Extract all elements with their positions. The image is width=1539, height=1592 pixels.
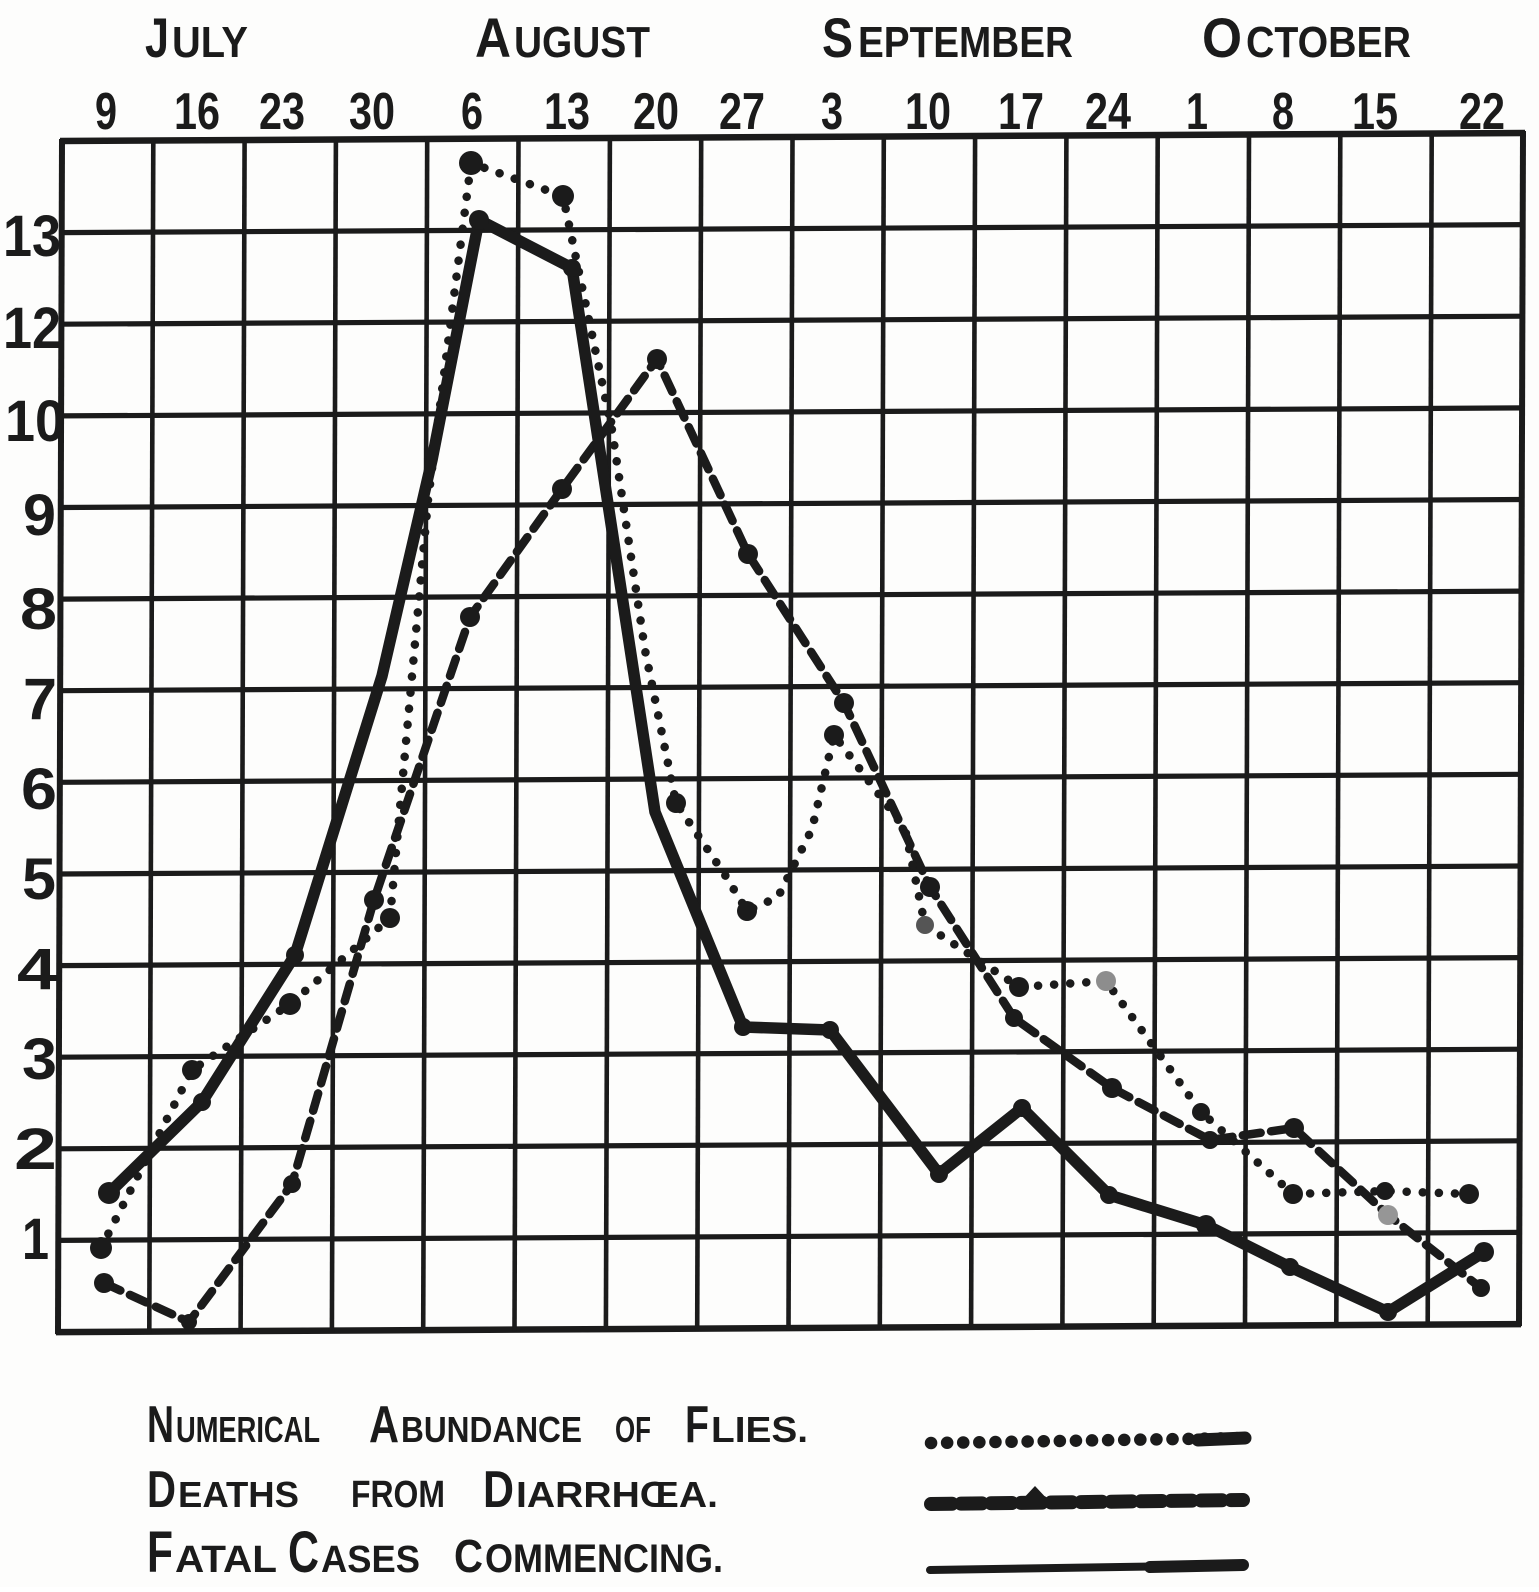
svg-text:3: 3	[821, 83, 843, 141]
svg-text:CTOBER: CTOBER	[1246, 18, 1411, 67]
svg-text:7: 7	[23, 667, 57, 732]
svg-text:17: 17	[998, 83, 1044, 141]
svg-text:UMERICAL: UMERICAL	[176, 1409, 320, 1450]
svg-text:S: S	[822, 6, 853, 69]
svg-text:F: F	[685, 1396, 709, 1454]
svg-text:EATHS: EATHS	[178, 1474, 299, 1515]
svg-text:C: C	[288, 1520, 319, 1585]
svg-text:23: 23	[259, 83, 305, 141]
svg-text:ULY: ULY	[172, 18, 248, 67]
svg-text:1: 1	[1186, 83, 1208, 141]
svg-text:C: C	[454, 1530, 483, 1582]
svg-text:O: O	[1202, 6, 1242, 69]
svg-text:8: 8	[20, 577, 57, 642]
svg-text:5: 5	[22, 847, 56, 912]
svg-text:8: 8	[1272, 83, 1294, 141]
svg-text:12: 12	[3, 296, 61, 361]
svg-text:D: D	[483, 1461, 514, 1519]
svg-text:10: 10	[5, 389, 65, 454]
svg-text:6: 6	[21, 757, 57, 822]
svg-text:ATAL: ATAL	[175, 1539, 277, 1581]
svg-text:N: N	[147, 1396, 174, 1454]
svg-text:9: 9	[95, 83, 117, 141]
svg-text:ASES: ASES	[321, 1539, 420, 1581]
svg-text:A: A	[475, 6, 511, 69]
svg-text:24: 24	[1085, 83, 1131, 141]
svg-text:1: 1	[22, 1207, 49, 1272]
svg-text:10: 10	[905, 83, 951, 141]
svg-text:22: 22	[1459, 83, 1505, 141]
svg-text:3: 3	[22, 1027, 57, 1092]
svg-text:27: 27	[719, 83, 765, 141]
svg-text:F: F	[147, 1520, 173, 1585]
svg-text:13: 13	[3, 204, 61, 269]
svg-text:OMMENCING.: OMMENCING.	[485, 1537, 723, 1581]
svg-text:BUNDANCE: BUNDANCE	[401, 1409, 582, 1450]
svg-text:9: 9	[23, 483, 56, 548]
svg-text:6: 6	[461, 83, 483, 141]
svg-text:16: 16	[174, 83, 220, 141]
svg-text:EPTEMBER: EPTEMBER	[858, 18, 1073, 67]
svg-text:UGUST: UGUST	[514, 18, 650, 67]
svg-text:J: J	[145, 6, 169, 69]
svg-text:4: 4	[17, 937, 57, 1002]
svg-text:D: D	[147, 1461, 176, 1519]
svg-text:OF: OF	[615, 1409, 651, 1450]
svg-text:15: 15	[1352, 83, 1398, 141]
svg-text:13: 13	[544, 83, 590, 141]
svg-text:30: 30	[349, 83, 395, 141]
svg-text:20: 20	[633, 83, 679, 141]
svg-text:2: 2	[14, 1117, 57, 1182]
svg-text:A: A	[369, 1396, 399, 1454]
svg-text:IARRHŒA.: IARRHŒA.	[516, 1474, 718, 1515]
svg-text:LIES.: LIES.	[711, 1409, 808, 1450]
svg-text:FROM: FROM	[351, 1474, 445, 1516]
